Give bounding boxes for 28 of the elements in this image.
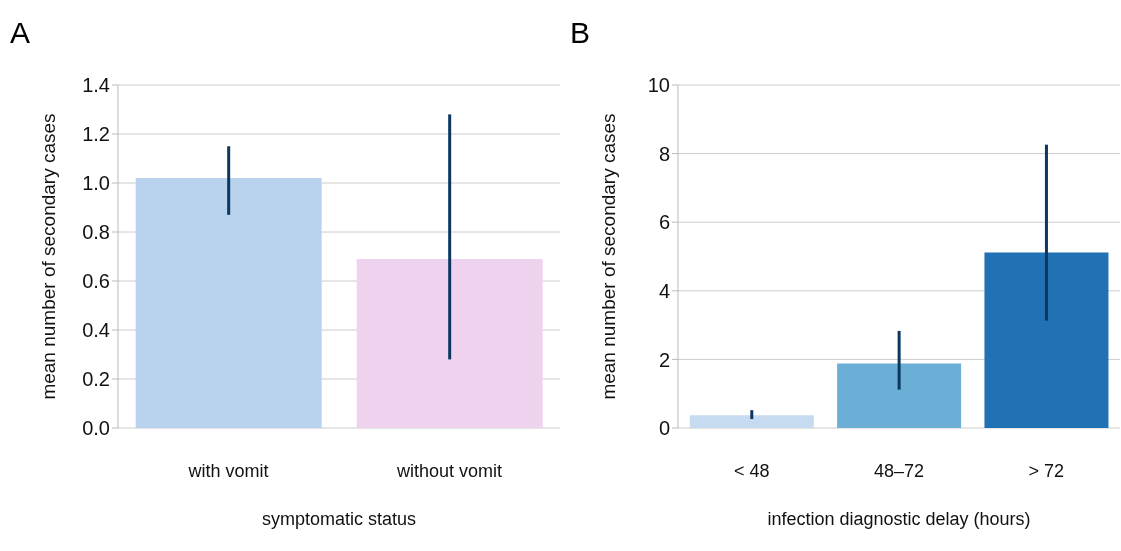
x-tick-label: 48–72 [873,460,925,481]
y-tick-label: 10 [647,74,670,97]
y-tick-label: 1.0 [82,172,110,195]
y-tick-label: 1.2 [82,123,110,146]
y-axis-title: mean number of secondary cases [597,113,619,400]
y-tick-label: 6 [658,211,670,234]
y-tick-label: 0.0 [82,417,110,440]
x-axis-title: infection diagnostic delay (hours) [767,509,1031,529]
y-tick-label: 1.4 [82,74,110,97]
y-axis-title: mean number of secondary cases [37,113,59,400]
y-tick-label: 0.6 [82,270,110,293]
y-tick-label: 0.2 [82,368,110,391]
x-tick-label: > 72 [1028,460,1065,481]
bar [837,363,962,428]
bar [984,252,1109,428]
y-tick-label: 0.8 [82,221,110,244]
y-tick-label: 4 [658,279,670,302]
y-tick-label: 0.4 [82,319,110,342]
x-axis-title: symptomatic status [261,509,417,529]
y-tick-label: 2 [658,348,670,371]
chart-title: B [570,16,591,50]
bar [689,415,814,428]
y-tick-label: 0 [658,417,670,440]
y-tick-label: 8 [658,142,670,165]
x-tick-label: with vomit [187,460,269,481]
chart-title: A [10,16,31,50]
x-tick-label: < 48 [733,460,770,481]
x-tick-label: without vomit [395,460,503,481]
